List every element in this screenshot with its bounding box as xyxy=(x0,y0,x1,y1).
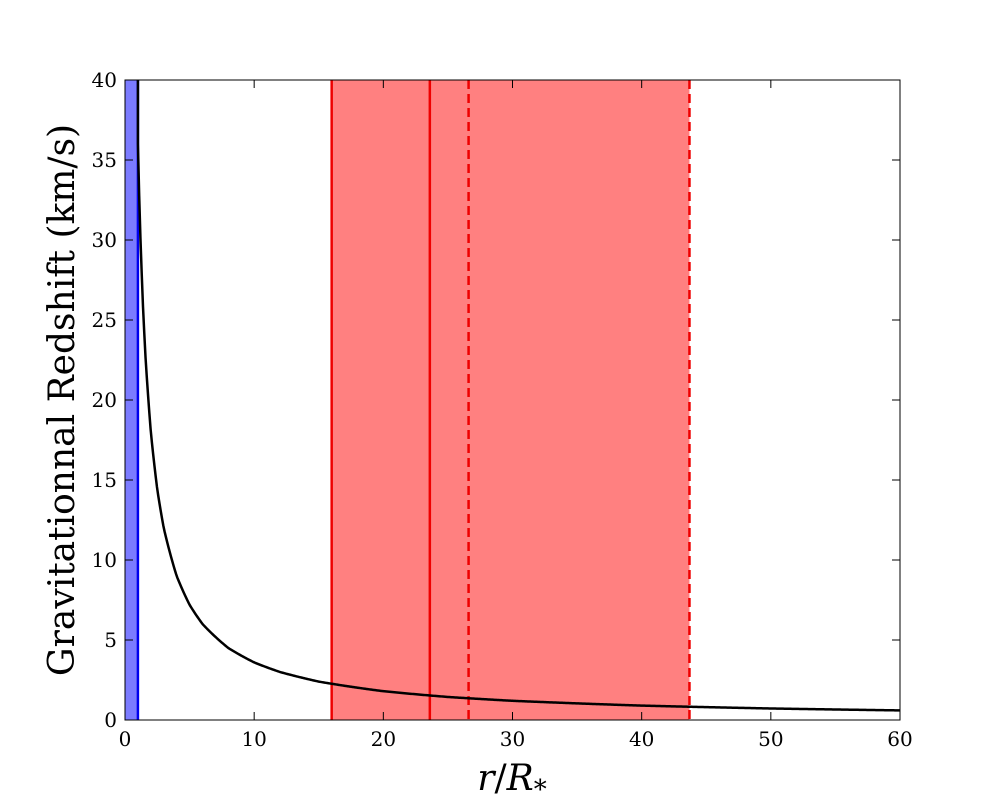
x-axis-var: r xyxy=(477,758,496,799)
shaded-regions xyxy=(125,80,690,720)
y-tick-label: 40 xyxy=(92,68,117,92)
series-layer xyxy=(136,80,900,712)
x-axis-base: R xyxy=(506,758,534,799)
x-tick-label: 50 xyxy=(758,727,783,751)
y-tick-label: 25 xyxy=(92,308,117,332)
x-tick-label: 20 xyxy=(371,727,396,751)
y-axis-title: Gravitationnal Redshift (km/s) xyxy=(42,124,83,676)
x-axis-sep: / xyxy=(494,758,507,799)
y-tick-label: 20 xyxy=(92,388,117,412)
y-tick-label: 10 xyxy=(92,548,117,572)
vertical-lines xyxy=(136,80,691,720)
x-axis-title: r/R* xyxy=(477,758,546,800)
y-tick-label: 15 xyxy=(92,468,117,492)
shaded-span-1 xyxy=(331,80,690,720)
axis-ticks: 0 10 20 30 40 50 60 0 5 10 15 20 25 30 35 40 xyxy=(92,68,913,751)
x-tick-label: 10 xyxy=(241,727,266,751)
x-tick-label: 40 xyxy=(629,727,654,751)
x-axis-sub: * xyxy=(534,775,547,800)
y-tick-label: 0 xyxy=(104,708,117,732)
x-tick-label: 60 xyxy=(887,727,912,751)
x-tick-label: 30 xyxy=(500,727,525,751)
y-tick-label: 35 xyxy=(92,148,117,172)
x-tick-label: 0 xyxy=(119,727,132,751)
y-tick-label: 30 xyxy=(92,228,117,252)
y-tick-label: 5 xyxy=(104,628,117,652)
series-line-0 xyxy=(136,80,900,712)
